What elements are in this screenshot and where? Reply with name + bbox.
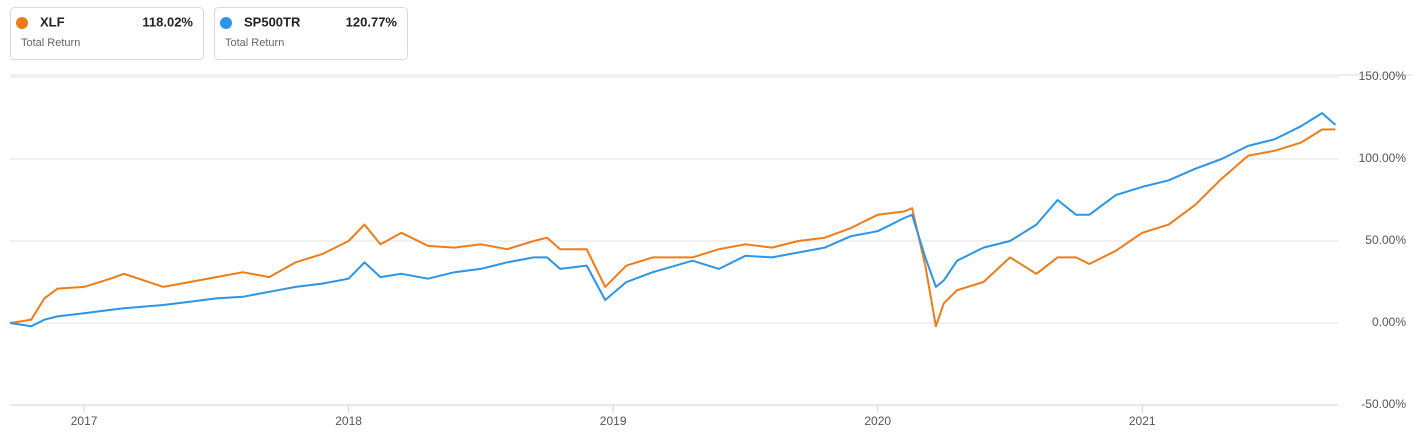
- legend-name: XLF: [40, 14, 65, 29]
- x-tick-label: 2019: [600, 414, 627, 428]
- y-tick-label: 50.00%: [1365, 233, 1406, 247]
- legend-item: SP500TR 120.77% Total Return: [214, 7, 408, 60]
- legend-subtitle: Total Return: [225, 37, 284, 49]
- series-line: [9, 128, 1336, 328]
- legend-box: [10, 7, 204, 60]
- legend-subtitle: Total Return: [21, 37, 80, 49]
- legend-box: [214, 7, 408, 60]
- legend-item: XLF 118.02% Total Return: [10, 7, 204, 60]
- legend-dot: [220, 17, 232, 29]
- legend-value: 120.77%: [346, 14, 398, 29]
- x-tick-label: 2017: [71, 414, 98, 428]
- x-tick-label: 2018: [335, 414, 362, 428]
- x-tick-label: 2020: [864, 414, 891, 428]
- legend-name: SP500TR: [244, 14, 301, 29]
- legend-value: 118.02%: [142, 14, 193, 29]
- y-tick-label: 100.00%: [1359, 151, 1407, 165]
- legend-dot: [16, 17, 28, 29]
- y-tick-label: 150.00%: [1359, 69, 1407, 83]
- series-line: [9, 112, 1337, 328]
- x-tick-label: 2021: [1129, 414, 1156, 428]
- y-tick-label: -50.00%: [1361, 397, 1406, 411]
- y-tick-label: 0.00%: [1372, 315, 1406, 329]
